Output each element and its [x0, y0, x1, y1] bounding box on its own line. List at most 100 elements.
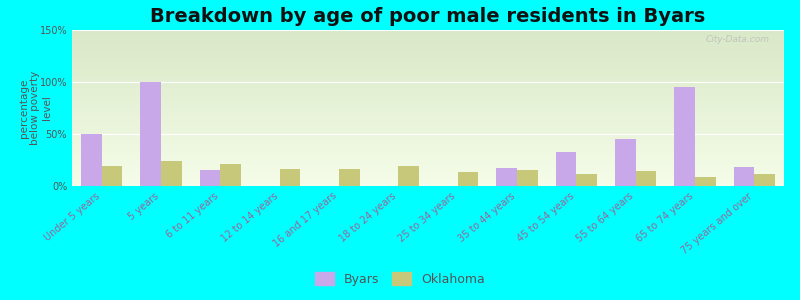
- Bar: [72, 133, 784, 134]
- Bar: [72, 122, 784, 123]
- Bar: [72, 114, 784, 115]
- Bar: [72, 177, 784, 178]
- Bar: [72, 104, 784, 105]
- Bar: [72, 113, 784, 114]
- Bar: [72, 93, 784, 94]
- Bar: [72, 41, 784, 42]
- Bar: [72, 37, 784, 38]
- Bar: [72, 173, 784, 174]
- Bar: [72, 45, 784, 46]
- Bar: [161, 161, 182, 186]
- Bar: [72, 169, 784, 170]
- Bar: [72, 128, 784, 129]
- Bar: [72, 158, 784, 159]
- Bar: [72, 102, 784, 103]
- Bar: [72, 166, 784, 167]
- Bar: [72, 160, 784, 161]
- Bar: [72, 106, 784, 107]
- Bar: [72, 143, 784, 144]
- Bar: [72, 44, 784, 45]
- Bar: [72, 151, 784, 152]
- Bar: [72, 85, 784, 86]
- Bar: [72, 185, 784, 186]
- Bar: [615, 139, 636, 186]
- Bar: [72, 130, 784, 131]
- Bar: [72, 171, 784, 172]
- Bar: [199, 170, 220, 186]
- Bar: [734, 167, 754, 186]
- Bar: [72, 140, 784, 141]
- Bar: [72, 58, 784, 59]
- Bar: [398, 166, 419, 186]
- Bar: [72, 85, 784, 86]
- Bar: [72, 168, 784, 169]
- Bar: [72, 97, 784, 98]
- Bar: [72, 136, 784, 137]
- Bar: [72, 108, 784, 109]
- Bar: [280, 169, 301, 186]
- Bar: [72, 149, 784, 150]
- Bar: [72, 64, 784, 65]
- Bar: [72, 112, 784, 113]
- Bar: [72, 69, 784, 70]
- Bar: [72, 83, 784, 84]
- Bar: [72, 157, 784, 158]
- Bar: [576, 173, 597, 186]
- Bar: [72, 159, 784, 160]
- Bar: [72, 123, 784, 124]
- Bar: [72, 38, 784, 39]
- Bar: [140, 82, 161, 186]
- Bar: [72, 134, 784, 135]
- Bar: [72, 94, 784, 95]
- Bar: [72, 39, 784, 40]
- Bar: [72, 59, 784, 60]
- Bar: [72, 103, 784, 104]
- Y-axis label: percentage
below poverty
level: percentage below poverty level: [18, 71, 52, 145]
- Bar: [72, 30, 784, 31]
- Bar: [72, 90, 784, 91]
- Bar: [72, 184, 784, 185]
- Bar: [72, 63, 784, 64]
- Bar: [72, 137, 784, 138]
- Bar: [72, 74, 784, 75]
- Bar: [72, 42, 784, 43]
- Bar: [72, 87, 784, 88]
- Bar: [72, 165, 784, 166]
- Bar: [72, 162, 784, 163]
- Bar: [72, 48, 784, 49]
- Bar: [72, 116, 784, 117]
- Bar: [72, 80, 784, 81]
- Bar: [72, 99, 784, 100]
- Bar: [72, 142, 784, 143]
- Bar: [72, 183, 784, 184]
- Bar: [72, 100, 784, 101]
- Bar: [72, 46, 784, 47]
- Bar: [72, 54, 784, 55]
- Bar: [72, 60, 784, 61]
- Title: Breakdown by age of poor male residents in Byars: Breakdown by age of poor male residents …: [150, 7, 706, 26]
- Bar: [72, 152, 784, 153]
- Bar: [72, 115, 784, 116]
- Bar: [72, 138, 784, 139]
- Bar: [72, 125, 784, 126]
- Bar: [72, 146, 784, 147]
- Bar: [72, 150, 784, 151]
- Bar: [72, 105, 784, 106]
- Bar: [72, 131, 784, 132]
- Legend: Byars, Oklahoma: Byars, Oklahoma: [310, 267, 490, 291]
- Bar: [72, 181, 784, 182]
- Bar: [72, 43, 784, 44]
- Bar: [72, 175, 784, 176]
- Bar: [496, 168, 517, 186]
- Bar: [72, 98, 784, 99]
- Bar: [72, 40, 784, 41]
- Bar: [72, 118, 784, 119]
- Bar: [72, 182, 784, 183]
- Bar: [72, 55, 784, 56]
- Bar: [72, 47, 784, 48]
- Bar: [72, 68, 784, 69]
- Bar: [72, 57, 784, 58]
- Bar: [674, 87, 695, 186]
- Bar: [72, 174, 784, 175]
- Bar: [754, 173, 775, 186]
